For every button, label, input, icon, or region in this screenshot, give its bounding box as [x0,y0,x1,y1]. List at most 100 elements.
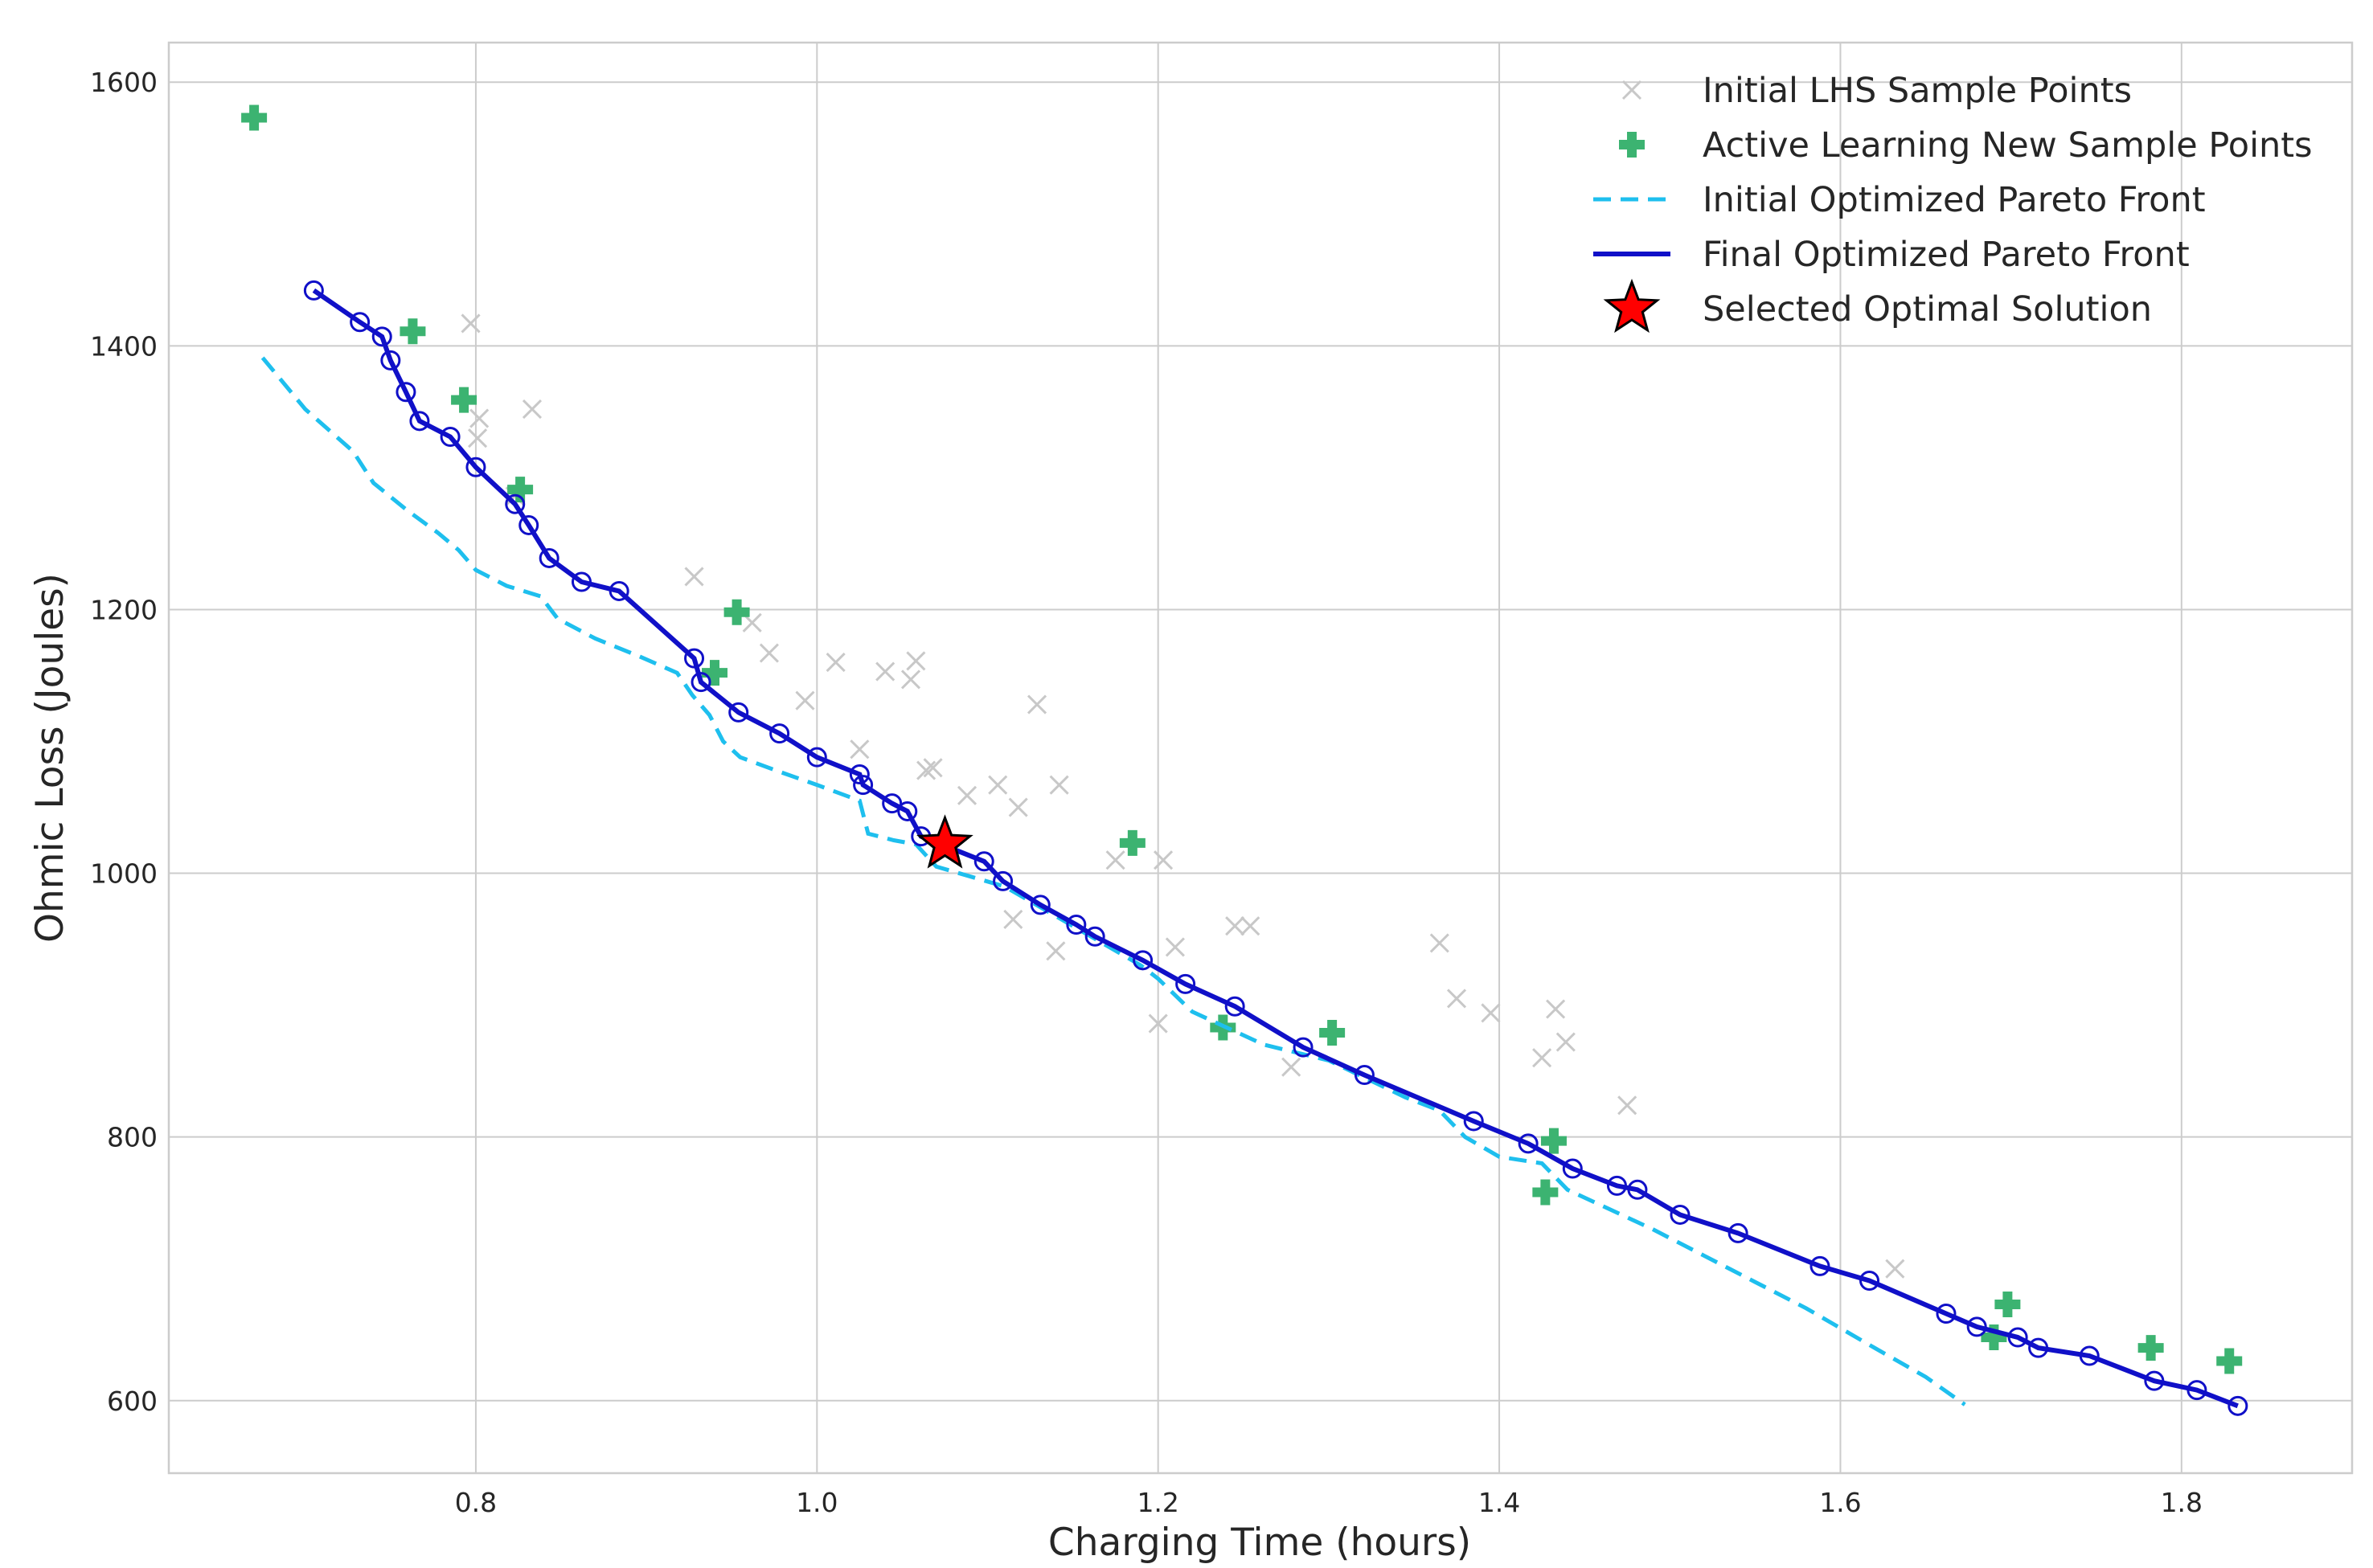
lhs-sample-point [759,643,779,663]
legend-item: Initial Optimized Pareto Front [1593,180,2206,220]
lhs-sample-point [1027,694,1047,714]
lhs-sample-point [1049,775,1069,795]
final-pareto-point [2187,1380,2207,1401]
lhs-sample-point [1240,916,1260,936]
active-learning-point [1532,1179,1559,1206]
legend-item: Selected Optimal Solution [1603,278,2152,334]
final-pareto-point [2079,1345,2100,1366]
plot-background [169,43,2352,1473]
active-learning-point [507,477,534,503]
active-learning-point [1540,1128,1567,1154]
final-pareto-point [1133,950,1154,971]
x-tick-label: 1.2 [1137,1487,1178,1518]
final-pareto-point [1627,1179,1648,1200]
x-tick-label: 1.0 [796,1487,838,1518]
legend-label: Selected Optimal Solution [1703,289,2152,330]
lhs-sample-point [469,408,490,428]
final-pareto-point [1859,1270,1880,1291]
lhs-sample-point [795,690,815,710]
lhs-sample-point [1885,1259,1905,1279]
final-pareto-point [409,411,430,432]
series-marker-star [916,814,973,869]
legend-label: Initial Optimized Pareto Front [1703,180,2206,220]
final-pareto-point [849,764,870,785]
final-pareto-point [609,580,629,601]
legend: Initial LHS Sample Points Active Learning… [1593,71,2313,334]
legend-label: Final Optimized Pareto Front [1703,235,2190,275]
lhs-sample-point [900,669,921,690]
lhs-sample-point [1446,989,1467,1009]
active-learning-point [400,318,426,345]
legend-label: Initial LHS Sample Points [1703,71,2132,111]
lhs-sample-point [1481,1003,1501,1023]
final-pareto-point [882,793,903,814]
final-pareto-point [2144,1370,2165,1391]
final-pareto-point [380,350,401,371]
final-pareto-point [728,702,749,723]
y-tick-label: 1600 [90,67,158,98]
y-tick-label: 1000 [90,858,158,890]
final-pareto-point [440,427,461,448]
active-learning-point [2216,1348,2243,1374]
final-pareto-point [2028,1337,2049,1358]
y-tick-label: 1200 [90,594,158,625]
y-axis-label: Ohmic Loss (Joules) [28,573,72,943]
final-pareto-point [571,571,592,592]
final-pareto-point [303,280,324,301]
initial-pareto-line [260,356,1966,1406]
active-learning-point [1994,1292,2021,1318]
final-pareto-point [371,326,392,347]
lhs-sample-point [522,399,543,420]
x-tick-label: 1.6 [1819,1487,1861,1518]
lhs-sample-point [467,428,488,448]
lhs-sample-point [1165,937,1185,957]
lhs-sample-point [1153,850,1174,870]
final-pareto-point [1066,915,1087,935]
lhs-sample-point [850,739,870,759]
final-pareto-point [350,312,371,333]
lhs-sample-point [1281,1057,1301,1077]
final-pareto-point [1463,1111,1484,1132]
final-pareto-point [769,723,790,744]
lhs-sample-point [461,313,481,334]
legend-item: Initial LHS Sample Points [1621,71,2132,111]
lhs-sample-point [923,758,943,778]
x-tick-label: 0.8 [455,1487,497,1518]
legend-star-marker [1603,278,1661,334]
final-pareto-point [1562,1158,1583,1179]
legend-x-marker [1621,80,1642,100]
active-learning-point [1319,1020,1346,1046]
x-axis-label: Charging Time (hours) [1048,1521,1471,1565]
final-pareto-point [691,672,711,693]
final-pareto-point [505,493,526,514]
lhs-sample-point [1555,1032,1576,1052]
active-learning-point [451,387,477,413]
final-pareto-point [993,870,1014,891]
series-marker-x [461,313,1905,1279]
legend-plus-marker [1619,132,1645,158]
lhs-sample-point [1003,909,1023,930]
x-tick-label: 1.8 [2161,1487,2203,1518]
final-pareto-point [1809,1255,1830,1276]
lhs-sample-point [826,652,846,673]
final-pareto-point [465,456,486,477]
lhs-sample-point [1046,941,1066,961]
active-learning-point [702,660,727,686]
lhs-sample-point [906,651,926,671]
final-pareto-point [2007,1327,2028,1348]
y-tick-label: 800 [107,1122,158,1153]
lhs-sample-point [957,785,977,805]
final-pareto-point [1518,1133,1539,1154]
lhs-sample-point [1225,916,1245,936]
final-pareto-point [806,747,827,768]
lhs-sample-point [916,760,936,780]
final-pareto-point [1936,1303,1957,1324]
legend-item: Active Learning New Sample Points [1619,125,2313,166]
final-pareto-point [1670,1204,1691,1225]
series-line-circles [303,280,2248,1416]
final-pareto-point [396,382,416,403]
active-learning-point [1119,829,1146,856]
legend-item: Final Optimized Pareto Front [1593,235,2190,275]
final-pareto-point [853,775,874,796]
